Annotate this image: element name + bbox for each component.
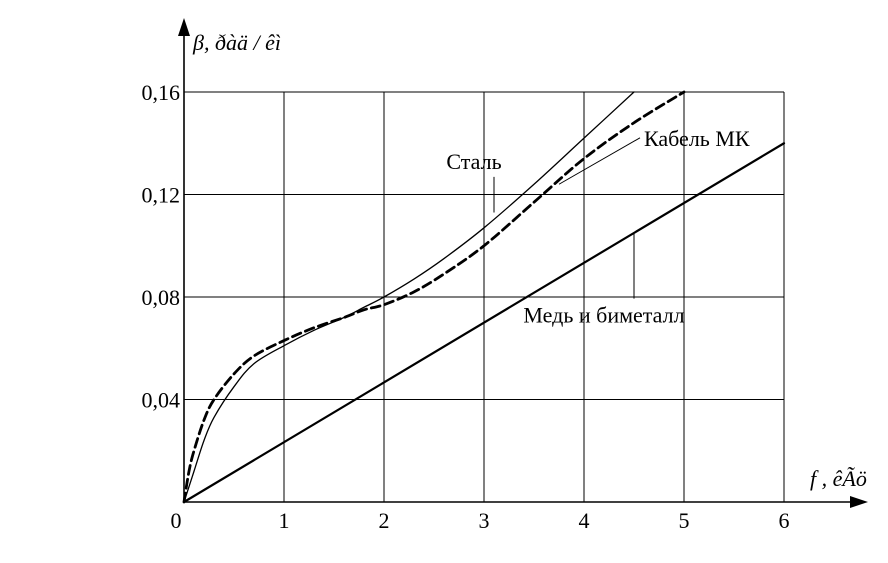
axes (178, 18, 868, 508)
series (182, 90, 786, 504)
y-tick-label: 0,16 (142, 80, 181, 105)
x-tick-labels: 0 1 2 3 4 5 6 (171, 508, 790, 533)
y-axis-label: β, ðàä / êì (192, 30, 281, 55)
x-tick-label: 6 (779, 508, 790, 533)
annotations: Сталь Кабель МК Медь и биметалл (446, 126, 750, 328)
x-tick-label: 1 (279, 508, 290, 533)
x-tick-label: 4 (579, 508, 590, 533)
x-tick-label: 0 (171, 508, 182, 533)
y-tick-label: 0,04 (142, 388, 181, 413)
y-axis-arrow-icon (178, 18, 190, 36)
leader-line (558, 137, 641, 185)
x-tick-label: 3 (479, 508, 490, 533)
x-axis-arrow-icon (850, 496, 868, 508)
series-label: Сталь (446, 149, 501, 174)
series-label: Кабель МК (644, 126, 750, 151)
y-tick-label: 0,12 (142, 183, 181, 208)
y-tick-labels: 0,04 0,08 0,12 0,16 (142, 80, 181, 413)
series-line-2 (182, 90, 686, 504)
series-line-3 (182, 142, 786, 504)
series-label: Медь и биметалл (523, 303, 684, 328)
y-tick-label: 0,08 (142, 285, 181, 310)
x-tick-label: 5 (679, 508, 690, 533)
x-axis-label: f , êÃö (810, 466, 867, 491)
x-tick-label: 2 (379, 508, 390, 533)
